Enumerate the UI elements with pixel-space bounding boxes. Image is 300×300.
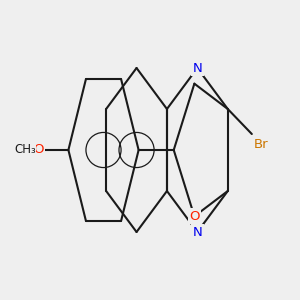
Text: Br: Br — [254, 137, 269, 151]
Text: O: O — [189, 210, 200, 223]
Text: N: N — [193, 226, 202, 238]
Text: O: O — [33, 143, 44, 157]
Text: CH₃: CH₃ — [14, 143, 36, 157]
Text: N: N — [193, 61, 202, 74]
